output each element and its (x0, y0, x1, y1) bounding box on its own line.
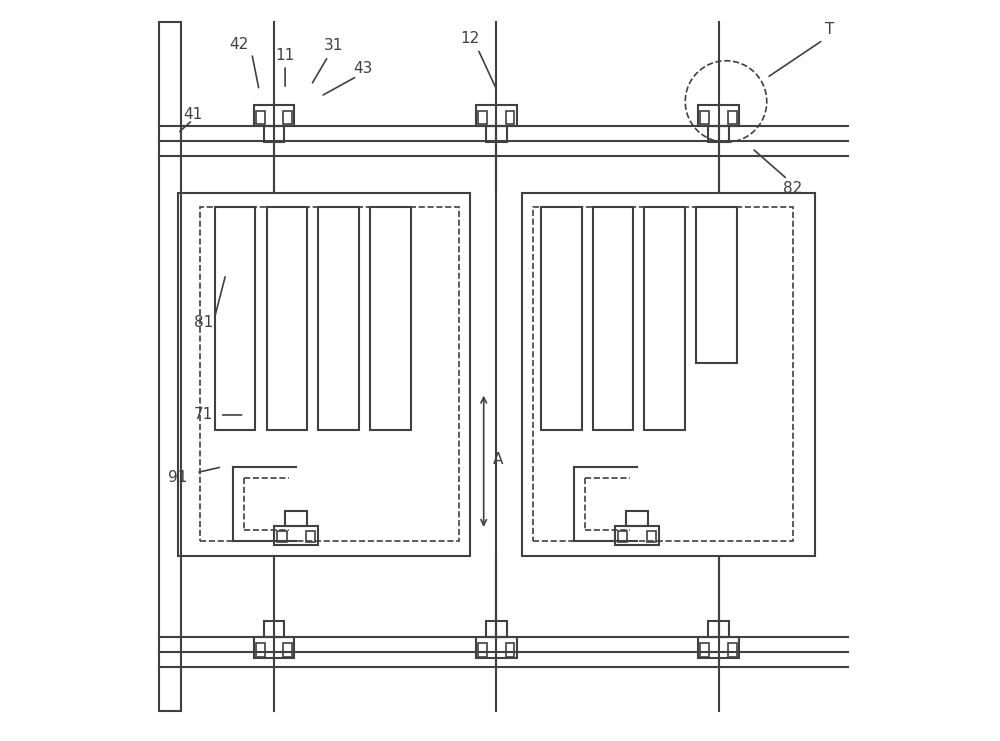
Text: 31: 31 (324, 39, 343, 53)
Bar (626, 511, 648, 526)
Bar (200, 207, 459, 541)
Bar (700, 643, 709, 657)
Bar (256, 111, 265, 124)
Bar (256, 643, 265, 657)
Bar (476, 105, 517, 126)
Text: 12: 12 (461, 31, 480, 46)
Bar (615, 526, 659, 545)
Bar (618, 531, 627, 542)
Bar (593, 207, 633, 430)
Bar (478, 643, 487, 657)
Text: 41: 41 (183, 107, 202, 122)
Text: 81: 81 (194, 315, 213, 330)
Bar (478, 111, 487, 124)
Bar (267, 207, 307, 430)
Bar (696, 207, 737, 363)
Text: 91: 91 (168, 471, 187, 485)
Bar (285, 511, 307, 526)
Bar (700, 111, 709, 124)
Bar (533, 207, 793, 541)
Bar (277, 531, 287, 542)
Bar (708, 621, 729, 637)
Bar (644, 207, 685, 430)
Bar (728, 111, 737, 124)
Bar (486, 621, 507, 637)
Text: 43: 43 (353, 61, 373, 76)
Bar (486, 126, 507, 142)
Bar (541, 207, 582, 430)
Bar (647, 531, 656, 542)
Bar (506, 643, 514, 657)
Text: 82: 82 (783, 182, 802, 196)
Text: A: A (493, 452, 503, 467)
Bar (264, 126, 284, 142)
Text: 71: 71 (194, 408, 213, 422)
Bar (215, 207, 255, 430)
Bar (522, 193, 815, 556)
Bar (698, 105, 739, 126)
Text: 11: 11 (275, 48, 295, 63)
Bar (370, 207, 411, 430)
Bar (178, 193, 470, 556)
Bar (506, 111, 514, 124)
Bar (283, 643, 292, 657)
Bar (318, 207, 359, 430)
Bar (254, 637, 294, 658)
Bar (159, 22, 181, 711)
Bar (306, 531, 315, 542)
Bar (708, 126, 729, 142)
Text: T: T (825, 22, 834, 37)
Text: 42: 42 (230, 37, 249, 52)
Bar (698, 637, 739, 658)
Bar (283, 111, 292, 124)
Bar (274, 526, 318, 545)
Bar (264, 621, 284, 637)
Bar (254, 105, 294, 126)
Bar (728, 643, 737, 657)
Bar (476, 637, 517, 658)
